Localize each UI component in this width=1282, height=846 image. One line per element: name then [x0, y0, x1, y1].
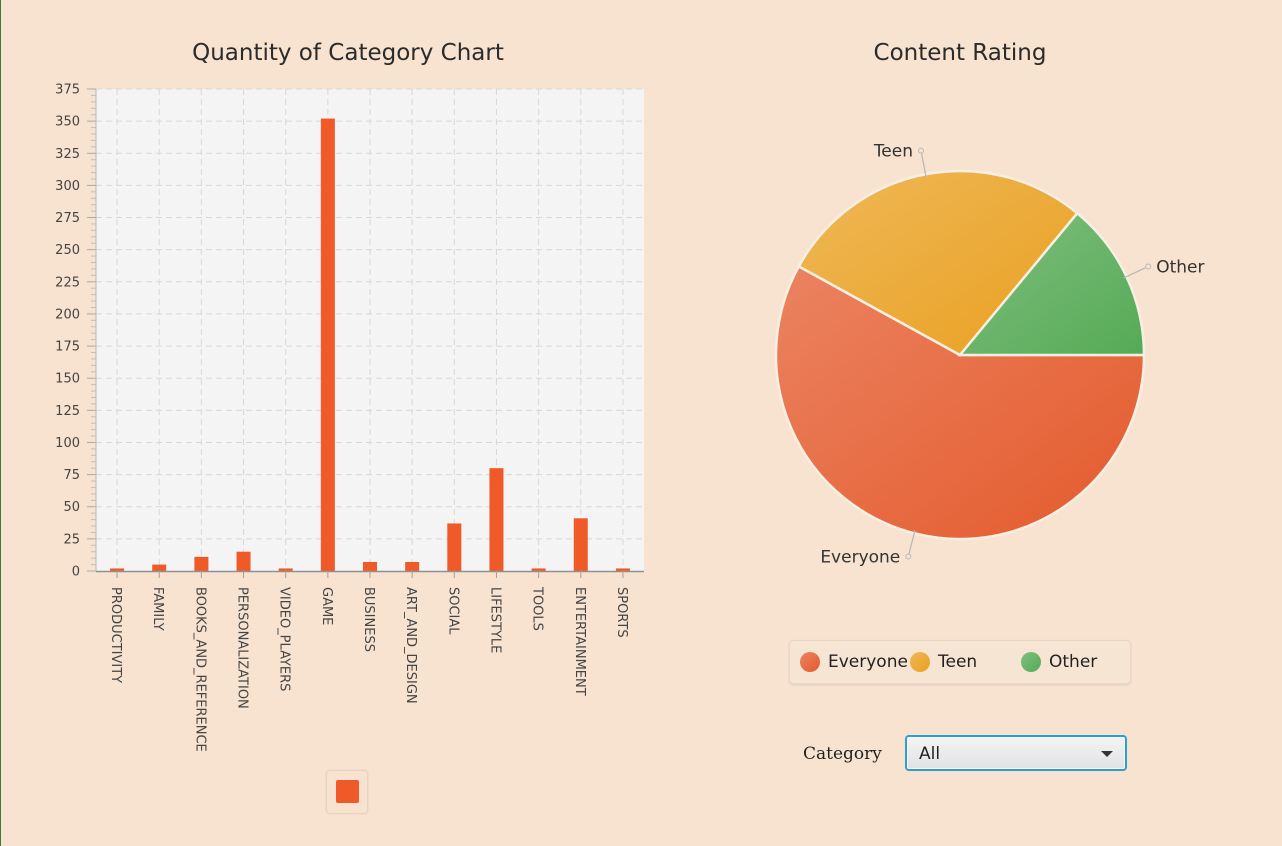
x-tick-label: LIFESTYLE [487, 587, 502, 653]
y-tick-label: 100 [55, 436, 80, 451]
y-tick-label: 25 [63, 532, 80, 547]
bar-business [363, 562, 377, 571]
y-tick-label: 275 [55, 211, 80, 226]
pie-leader-line [1123, 265, 1149, 279]
pie-leader-dot [918, 147, 925, 154]
bar-social [447, 523, 462, 571]
bar-personalization [236, 551, 251, 571]
y-tick-label: 175 [55, 340, 80, 355]
x-tick-label: TOOLS [530, 586, 545, 631]
y-tick-label: 300 [55, 179, 80, 194]
bar-productivity [110, 568, 125, 571]
bar-chart-legend [326, 770, 368, 814]
y-tick-label: 225 [55, 275, 80, 290]
bar-tools [531, 568, 546, 571]
legend-item-other: Other [1021, 641, 1097, 683]
pie-leader-line [920, 150, 927, 178]
bar-sports [615, 568, 630, 571]
x-tick-label: BUSINESS [361, 587, 376, 652]
x-tick-label: PRODUCTIVITY [108, 587, 123, 683]
bar-family [152, 564, 167, 571]
y-tick-label: 150 [55, 372, 80, 387]
category-dropdown[interactable]: All [905, 735, 1127, 771]
legend-item-teen: Teen [910, 641, 977, 683]
x-tick-label: ART_AND_DESIGN [403, 587, 418, 704]
bar-chart-title: Quantity of Category Chart [192, 40, 504, 66]
legend-dot-teen [910, 652, 930, 672]
bar-legend-swatch [336, 780, 359, 803]
y-tick-label: 200 [55, 307, 80, 322]
y-tick-label: 125 [55, 404, 80, 419]
bar-art-and-design [405, 562, 420, 571]
pie-leader-dot [1145, 263, 1152, 270]
x-tick-label: BOOKS_AND_REFERENCE [192, 587, 207, 752]
legend-dot-everyone [800, 652, 820, 672]
pie-label-teen: Teen [873, 142, 913, 162]
y-tick-label: 325 [55, 147, 80, 162]
chevron-down-icon[interactable] [1101, 751, 1113, 757]
x-tick-label: GAME [319, 587, 334, 625]
x-tick-label: SOCIAL [445, 587, 460, 635]
bar-game [320, 118, 335, 571]
legend-item-everyone: Everyone [800, 641, 908, 683]
x-tick-label: ENTERTAINMENT [572, 587, 587, 696]
category-label: Category [803, 744, 882, 764]
pie-leader-dot [905, 553, 912, 560]
y-tick-label: 375 [55, 83, 80, 98]
x-tick-label: VIDEO_PLAYERS [277, 587, 292, 691]
pie-label-everyone: Everyone [820, 547, 900, 567]
pie-leader-line [907, 530, 916, 557]
pie-label-other: Other [1156, 257, 1204, 277]
y-tick-label: 250 [55, 243, 80, 258]
y-tick-label: 350 [55, 115, 80, 130]
y-tick-label: 50 [63, 500, 80, 515]
legend-label-other: Other [1049, 652, 1098, 672]
pie-chart-title: Content Rating [873, 40, 1047, 66]
pie-chart-legend: Everyone Teen Other [789, 640, 1131, 684]
y-tick-label: 75 [63, 468, 80, 483]
x-tick-label: FAMILY [150, 587, 165, 631]
x-tick-label: SPORTS [614, 587, 629, 638]
bar-books-and-reference [194, 556, 209, 571]
category-dropdown-value: All [919, 744, 941, 764]
y-tick-label: 0 [72, 565, 80, 580]
legend-label-teen: Teen [938, 652, 978, 672]
x-tick-label: PERSONALIZATION [235, 587, 250, 709]
window-border [0, 0, 1, 846]
bar-video-players [278, 568, 293, 571]
legend-dot-other [1021, 652, 1041, 672]
bar-entertainment [573, 518, 588, 571]
legend-label-everyone: Everyone [828, 652, 908, 672]
bar-lifestyle [489, 468, 504, 571]
